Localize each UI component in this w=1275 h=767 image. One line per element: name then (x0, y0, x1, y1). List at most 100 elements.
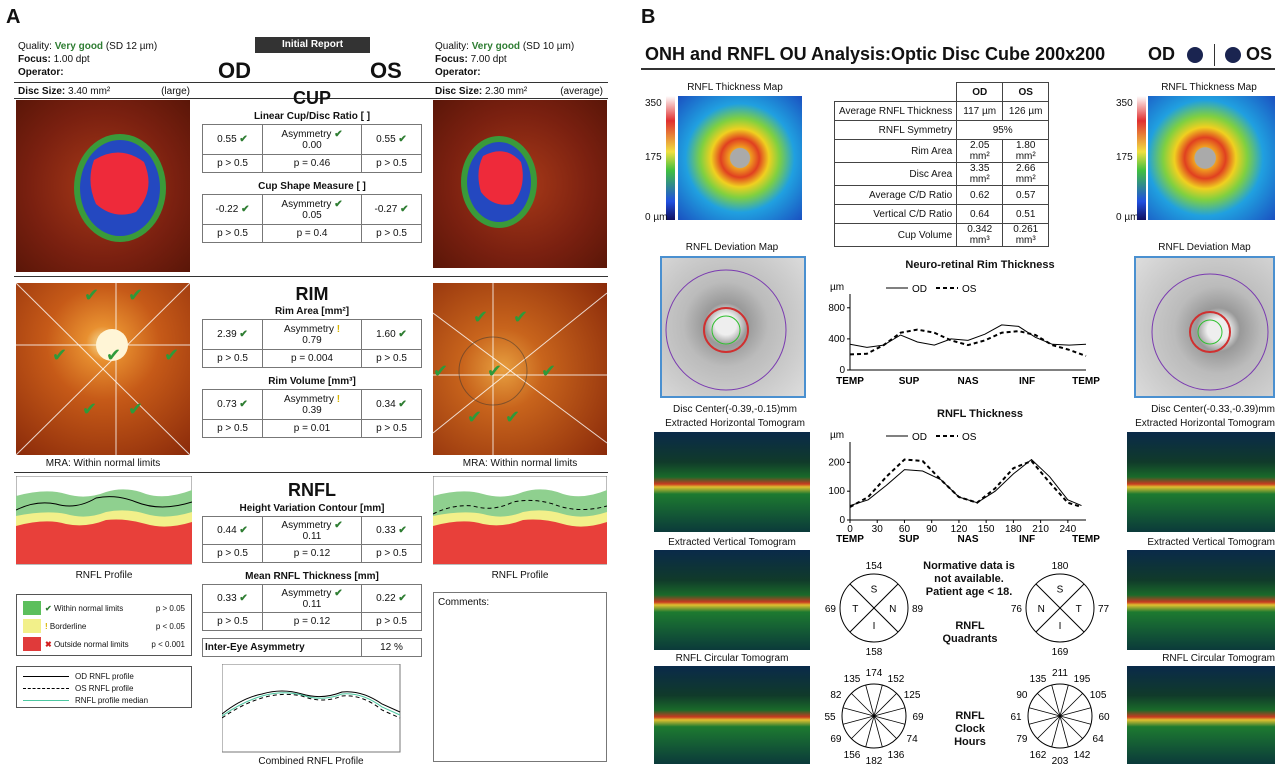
clock-hour-value: 152 (888, 674, 905, 685)
y-tick-label: 800 (828, 303, 845, 314)
hvc-os: 0.33 (376, 525, 396, 536)
od-horizontal-tomogram-label: Extracted Horizontal Tomogram (665, 418, 805, 429)
od-eye-icon (1187, 47, 1203, 63)
divider (14, 82, 608, 83)
quadrant-value-s: 180 (1052, 561, 1069, 572)
quadrant-value-i: 158 (866, 647, 883, 658)
normative-line: not available. (934, 573, 1004, 585)
cross-icon: ✖ (45, 639, 52, 649)
lcdr-p-od: p > 0.5 (202, 154, 263, 173)
comments-box[interactable]: Comments: (433, 592, 607, 762)
hvc-p-mid: p = 0.12 (262, 544, 362, 563)
col-os: OS (1002, 82, 1050, 102)
quadrants-line: Quadrants (942, 633, 998, 645)
panel-b-letter: B (641, 6, 656, 28)
clock-divider (873, 693, 897, 717)
rim-area-p-od: p > 0.5 (202, 349, 263, 368)
clock-divider (1028, 715, 1061, 725)
row-os: 126 µm (1002, 101, 1050, 121)
svg-text:✔: ✔ (487, 361, 502, 382)
svg-text:✔: ✔ (128, 285, 143, 306)
x-category-label: TEMP (836, 534, 864, 545)
svg-text:✔: ✔ (467, 407, 482, 428)
lcdr-asym-cell: Asymmetry ✔ 0.00 (262, 124, 362, 155)
check-icon: ✔ (398, 329, 407, 340)
hvc-p-os: p > 0.5 (361, 544, 422, 563)
csm-os: -0.27 (374, 204, 398, 215)
rim-area-od-cell: 2.39 ✔ (202, 319, 263, 350)
row-od: 3.35 mm² (956, 162, 1004, 186)
check-icon: ✔ (239, 134, 248, 145)
divider (14, 276, 608, 277)
os-vertical-tomogram-label: Extracted Vertical Tomogram (1147, 537, 1275, 548)
comments-label: Comments: (438, 597, 490, 608)
legend-label: Outside normal limits (53, 639, 129, 649)
borderline-icon: ! (336, 323, 341, 335)
od-vertical-tomogram-label: Extracted Vertical Tomogram (668, 537, 796, 548)
asym-label: Asymmetry (281, 587, 332, 599)
combined-label: Combined RNFL Profile (258, 756, 364, 767)
check-icon: ✔ (239, 329, 248, 340)
clock-divider (851, 693, 875, 717)
x-tick-label: 150 (978, 524, 995, 535)
legend-outside-normal: ✖ Outside normal limits p < 0.001 (23, 635, 185, 653)
asym-label: Asymmetry (283, 393, 334, 405)
clock-divider (1059, 707, 1092, 717)
clock-hour-value: 135 (844, 674, 861, 685)
quadrant-value-left: 69 (825, 604, 837, 615)
series-os-line (849, 458, 1082, 508)
od-color-scale (666, 96, 675, 220)
rim-thickness-chart: µm 0 400 800 TEMP SUP NAS INF TEMP OD OS (828, 282, 1100, 387)
row-od: 0.62 (956, 185, 1004, 205)
quadrant-letter-i: I (1059, 621, 1062, 632)
row-label: Rim Area (833, 139, 958, 163)
legend-label: Borderline (49, 621, 87, 631)
svg-text:✔: ✔ (473, 307, 488, 328)
clock-divider (1037, 715, 1061, 739)
clock-hour-value: 61 (1010, 712, 1022, 723)
os-rim-fundus-image: ✔ ✔ ✔ ✔ ✔ ✔ ✔ (433, 283, 607, 455)
od-deviation-overlay (665, 269, 787, 391)
x-tick-label: INF (1019, 376, 1035, 387)
report-badge: Initial Report (255, 37, 370, 53)
os-horizontal-tomogram (1127, 432, 1275, 532)
od-cup-map (74, 134, 166, 242)
row-symmetry: 95% (956, 120, 1050, 140)
check-icon: ✔ (400, 204, 409, 215)
lcdr-asym-value: 0.00 (302, 139, 322, 151)
asym-label: Asymmetry (281, 198, 332, 210)
clock-divider (873, 715, 883, 748)
mean-p-mid: p = 0.12 (262, 612, 362, 631)
combined-rnfl-profile-chart (222, 664, 401, 753)
quadrant-letter-right: T (1076, 604, 1082, 615)
clock-divider (1051, 715, 1061, 748)
clock-divider (851, 715, 875, 739)
x-category-label: SUP (899, 534, 920, 545)
os-horizontal-tomogram-label: Extracted Horizontal Tomogram (1135, 418, 1275, 429)
status-legend: ✔ Within normal limits p > 0.05 ! Borderl… (16, 594, 192, 656)
od-circular-tomogram (654, 666, 810, 764)
normative-note: Normative data is not available. Patient… (904, 560, 1034, 599)
os-quality-sd: (SD 10 µm) (522, 41, 575, 52)
os-disc-class: (average) (560, 86, 603, 97)
legend-os-label: OS (962, 284, 977, 295)
lcdr-os: 0.55 (376, 134, 396, 145)
row-label: RNFL Symmetry (833, 120, 958, 140)
divider (14, 98, 608, 99)
rnfl-heading: RNFL (288, 480, 336, 500)
csm-asym-value: 0.05 (302, 209, 322, 221)
rim-area-table: 2.39 ✔ Asymmetry ! 0.79 1.60 ✔ p > 0.5 p =… (202, 319, 422, 368)
svg-text:✔: ✔ (106, 345, 121, 366)
row-label: Average C/D Ratio (833, 185, 958, 205)
od-disc-label: Disc Size: (18, 86, 66, 97)
os-focus-value: 7.00 dpt (470, 54, 507, 65)
od-disc-size: Disc Size: 3.40 mm² (large) (18, 86, 190, 97)
lcdr-p-os: p > 0.5 (361, 154, 422, 173)
normative-line: Patient age < 18. (925, 586, 1013, 598)
mean-title: Mean RNFL Thickness [mm] (245, 571, 379, 582)
asym-label: Asymmetry (283, 323, 334, 335)
os-vertical-tomogram (1127, 550, 1275, 650)
os-circular-tomogram (1127, 666, 1275, 764)
rim-volume-os: 0.34 (376, 399, 396, 410)
